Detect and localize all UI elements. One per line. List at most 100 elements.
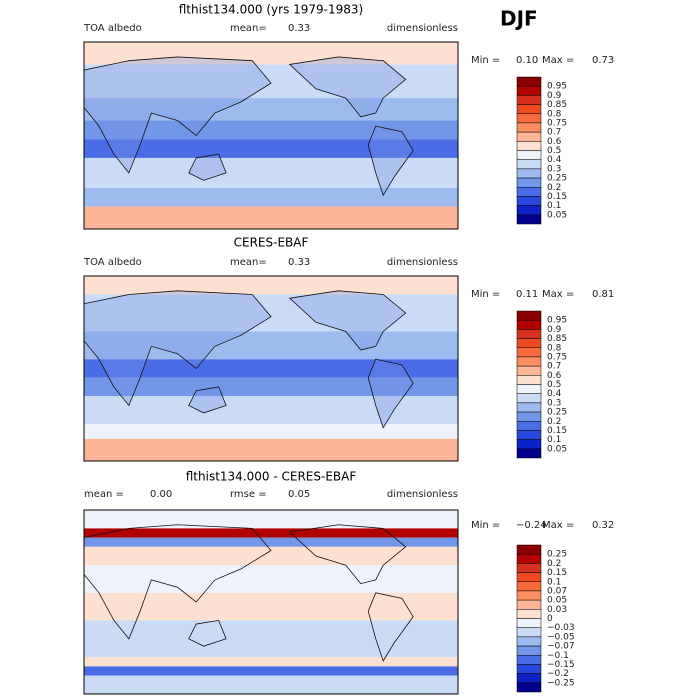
colorbar-box	[516, 347, 542, 358]
map-frame	[83, 41, 459, 230]
colorbar-box	[516, 581, 542, 592]
colorbar-label: 0.25	[547, 408, 567, 418]
colorbar-box	[516, 104, 542, 114]
colorbar-box	[516, 664, 542, 674]
colorbar-label: −0.15	[547, 660, 575, 670]
map-band	[84, 64, 458, 99]
panel-header: mean=	[230, 23, 267, 34]
stat-label: Min =	[471, 289, 500, 300]
stat-label: 0.11	[516, 289, 538, 300]
colorbar-label: 0.3	[547, 164, 561, 174]
colorbar-box	[516, 159, 542, 170]
colorbar-box	[516, 393, 542, 404]
map-band	[84, 510, 458, 529]
colorbar-label: 0.4	[547, 389, 562, 399]
colorbar-label: 0.1	[547, 435, 561, 445]
colorbar-label: 0.25	[547, 174, 567, 184]
map-band	[84, 377, 458, 397]
map-frame	[83, 509, 459, 695]
colorbar-label: −0.07	[547, 642, 575, 652]
colorbar-label: 0.95	[547, 316, 567, 326]
panel-header: TOA albedo	[83, 257, 142, 268]
colorbar-label: 0.85	[547, 100, 567, 110]
colorbar-label: 0.15	[547, 568, 567, 578]
map-band	[84, 294, 458, 332]
map-band	[84, 139, 458, 158]
colorbar-box	[516, 645, 542, 656]
stat-label: 0.10	[516, 55, 538, 66]
map	[83, 275, 459, 462]
colorbar-label: −0.2	[547, 669, 569, 679]
colorbar-box	[516, 421, 542, 431]
colorbar-label: 0.9	[547, 325, 562, 335]
colorbar-label: 0	[547, 614, 553, 624]
map-band	[84, 359, 458, 378]
colorbar-label: 0.75	[547, 352, 567, 362]
coastline	[188, 386, 227, 414]
colorbar-label: 0.03	[547, 605, 567, 615]
map-band	[84, 396, 458, 424]
colorbar-label: 0.5	[547, 146, 561, 156]
panel-title: flthist134.000 - CERES-EBAF	[186, 470, 357, 484]
colorbar-box	[516, 544, 542, 555]
colorbar-label: 0.6	[547, 371, 562, 381]
colorbar-label: 0.95	[547, 82, 567, 92]
map-band	[84, 565, 458, 593]
map-frame	[83, 275, 459, 462]
coastline	[83, 524, 272, 640]
stat-label: 0.73	[592, 55, 614, 66]
panel-header: 0.33	[288, 257, 310, 268]
colorbar-box	[516, 430, 542, 440]
colorbar-label: 0.05	[547, 210, 567, 220]
colorbar-box	[516, 177, 542, 188]
coastline	[288, 524, 407, 585]
colorbar-box	[516, 150, 542, 160]
colorbar-label: −0.03	[547, 623, 575, 633]
colorbar-box	[516, 113, 542, 124]
colorbar-label: 0.8	[547, 343, 562, 353]
coastline	[83, 56, 272, 174]
colorbar-label: −0.1	[547, 651, 569, 661]
colorbar-label: 0.2	[547, 183, 561, 193]
map-band	[84, 620, 458, 658]
colorbar-label: 0.6	[547, 137, 562, 147]
colorbar-label: 0.15	[547, 426, 567, 436]
colorbar-box	[516, 572, 542, 582]
map-band	[84, 438, 458, 461]
coastline	[367, 358, 414, 429]
coastline	[367, 592, 414, 662]
map-band	[84, 592, 458, 621]
colorbar-box	[516, 141, 542, 151]
colorbar-box	[516, 673, 542, 684]
colorbar-box	[516, 76, 542, 87]
colorbar-box	[516, 95, 542, 105]
map-band	[84, 157, 458, 188]
colorbar-label: 0.25	[547, 550, 567, 560]
panel-header: rmse =	[230, 489, 267, 500]
colorbar-label: 0.3	[547, 398, 561, 408]
panel-header: dimensionless	[387, 257, 458, 268]
panel-header: dimensionless	[387, 489, 458, 500]
colorbar-box	[516, 310, 542, 321]
map-band	[84, 276, 458, 295]
colorbar-box	[516, 187, 542, 197]
map-band	[84, 666, 458, 676]
map-band	[84, 657, 458, 667]
stat-label: Min =	[471, 520, 500, 531]
colorbar-box	[516, 196, 542, 206]
colorbar-label: 0.2	[547, 417, 561, 427]
colorbar-box	[516, 319, 542, 330]
panel-header: TOA albedo	[83, 23, 142, 34]
map-band	[84, 331, 458, 360]
map-band	[84, 424, 458, 439]
colorbar-label: 0.5	[547, 380, 561, 390]
colorbar-box	[516, 563, 542, 573]
stat-label: Max =	[542, 55, 574, 66]
colorbar-box	[516, 682, 542, 693]
colorbar-label: 0.4	[547, 155, 562, 165]
stat-label: 0.32	[592, 520, 614, 531]
stat-label: Max =	[542, 289, 574, 300]
stat-label: Min =	[471, 55, 500, 66]
colorbar-label: 0.15	[547, 192, 567, 202]
